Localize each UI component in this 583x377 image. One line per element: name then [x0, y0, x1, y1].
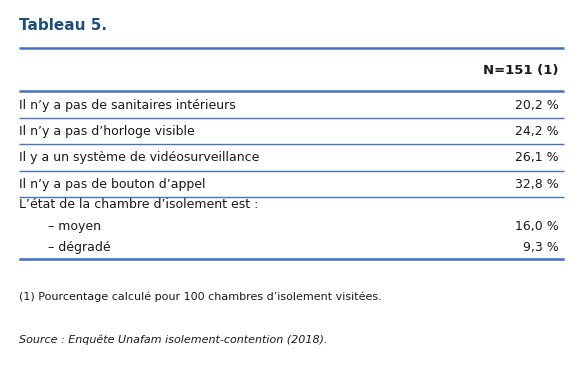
Text: Il n’y a pas d’horloge visible: Il n’y a pas d’horloge visible: [19, 125, 195, 138]
Text: 26,1 %: 26,1 %: [515, 151, 559, 164]
Text: (1) Pourcentage calculé pour 100 chambres d’isolement visitées.: (1) Pourcentage calculé pour 100 chambre…: [19, 292, 381, 302]
Text: 24,2 %: 24,2 %: [515, 125, 559, 138]
Text: Tableau 5.: Tableau 5.: [19, 18, 107, 33]
Text: – dégradé: – dégradé: [48, 241, 110, 254]
Text: 9,3 %: 9,3 %: [522, 241, 559, 254]
Text: Source : Enquête Unafam isolement-contention (2018).: Source : Enquête Unafam isolement-conten…: [19, 335, 327, 345]
Text: 16,0 %: 16,0 %: [515, 220, 559, 233]
Text: Il n’y a pas de bouton d’appel: Il n’y a pas de bouton d’appel: [19, 178, 205, 190]
Text: L’état de la chambre d’isolement est :: L’état de la chambre d’isolement est :: [19, 198, 258, 211]
Text: Il n’y a pas de sanitaires intérieurs: Il n’y a pas de sanitaires intérieurs: [19, 99, 236, 112]
Text: Il y a un système de vidéosurveillance: Il y a un système de vidéosurveillance: [19, 151, 259, 164]
Text: – moyen: – moyen: [48, 220, 101, 233]
Text: 32,8 %: 32,8 %: [515, 178, 559, 190]
Text: N=151 (1): N=151 (1): [483, 64, 559, 77]
Text: 20,2 %: 20,2 %: [515, 99, 559, 112]
